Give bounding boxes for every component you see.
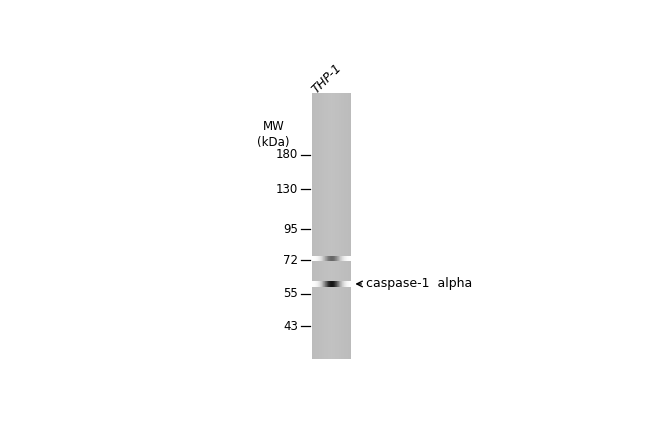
Bar bbox=[313, 93, 314, 359]
Text: caspase-1  alpha: caspase-1 alpha bbox=[367, 277, 473, 290]
Bar bbox=[315, 93, 316, 359]
Text: 130: 130 bbox=[276, 183, 298, 196]
Bar bbox=[336, 93, 337, 359]
Bar bbox=[347, 93, 348, 359]
Bar bbox=[315, 93, 317, 359]
Bar bbox=[344, 93, 346, 359]
Bar bbox=[320, 93, 322, 359]
Bar bbox=[344, 93, 345, 359]
Bar bbox=[337, 93, 338, 359]
Bar bbox=[338, 93, 339, 359]
Bar bbox=[313, 93, 315, 359]
Bar bbox=[332, 93, 333, 359]
Bar bbox=[326, 93, 327, 359]
Bar bbox=[343, 93, 344, 359]
Bar bbox=[345, 93, 346, 359]
Text: 72: 72 bbox=[283, 254, 298, 267]
Bar bbox=[324, 93, 325, 359]
Bar bbox=[327, 93, 328, 359]
Bar bbox=[317, 93, 318, 359]
Bar bbox=[326, 93, 328, 359]
Bar bbox=[339, 93, 340, 359]
Bar bbox=[341, 93, 342, 359]
Bar bbox=[324, 93, 326, 359]
Bar bbox=[328, 93, 330, 359]
Bar bbox=[333, 93, 335, 359]
Bar bbox=[333, 93, 334, 359]
Bar bbox=[318, 93, 320, 359]
Bar bbox=[343, 93, 344, 359]
Bar bbox=[350, 93, 351, 359]
Text: MW
(kDa): MW (kDa) bbox=[257, 120, 290, 149]
Bar bbox=[348, 93, 349, 359]
Bar bbox=[342, 93, 343, 359]
Text: THP-1: THP-1 bbox=[309, 61, 344, 96]
Bar bbox=[323, 93, 324, 359]
Bar bbox=[330, 93, 331, 359]
Bar bbox=[320, 93, 321, 359]
Bar bbox=[332, 93, 333, 359]
Text: 95: 95 bbox=[283, 223, 298, 236]
Bar bbox=[331, 93, 332, 359]
Bar bbox=[346, 93, 348, 359]
Bar bbox=[339, 93, 341, 359]
Bar bbox=[335, 93, 336, 359]
Bar bbox=[335, 93, 337, 359]
Bar bbox=[322, 93, 323, 359]
Bar bbox=[334, 93, 335, 359]
Bar bbox=[328, 93, 329, 359]
Bar bbox=[348, 93, 350, 359]
Bar bbox=[316, 93, 317, 359]
Bar bbox=[321, 93, 322, 359]
Bar bbox=[312, 93, 313, 359]
Bar bbox=[322, 93, 324, 359]
Bar bbox=[319, 93, 320, 359]
Text: 180: 180 bbox=[276, 148, 298, 161]
Bar bbox=[340, 93, 341, 359]
Bar bbox=[318, 93, 319, 359]
Bar bbox=[337, 93, 339, 359]
Text: 43: 43 bbox=[283, 320, 298, 333]
Bar bbox=[329, 93, 330, 359]
Bar bbox=[349, 93, 350, 359]
Bar bbox=[350, 93, 352, 359]
Bar bbox=[341, 93, 343, 359]
Bar bbox=[317, 93, 318, 359]
Bar bbox=[325, 93, 326, 359]
Text: 55: 55 bbox=[283, 287, 298, 300]
Bar bbox=[314, 93, 315, 359]
Bar bbox=[346, 93, 347, 359]
Bar bbox=[330, 93, 332, 359]
